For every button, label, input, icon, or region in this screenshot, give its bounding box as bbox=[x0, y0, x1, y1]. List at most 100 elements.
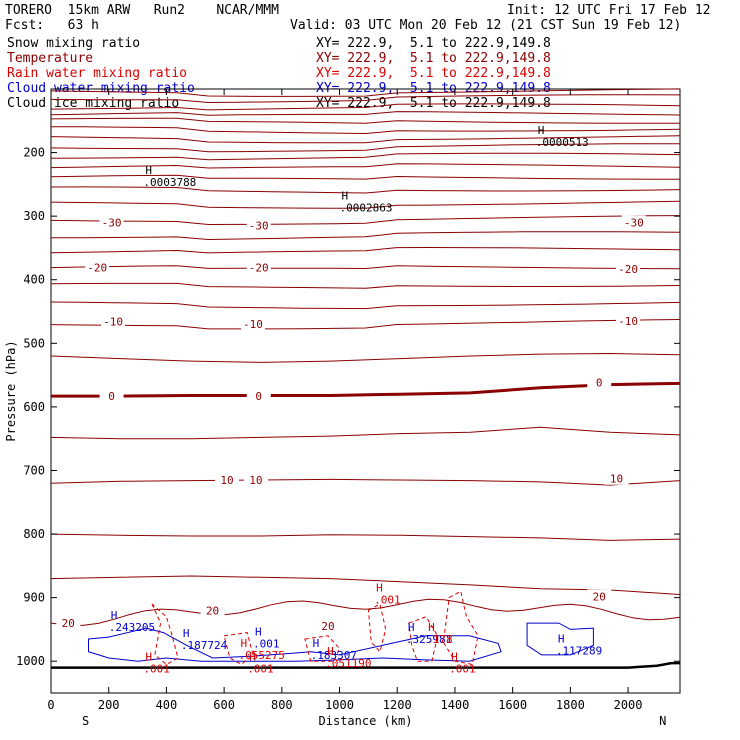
max-value-label: .183307 bbox=[311, 649, 357, 662]
y-tick-label: 300 bbox=[23, 209, 45, 223]
rain-water-contour bbox=[408, 616, 439, 662]
max-marker: H bbox=[313, 637, 320, 650]
field-section-coords: XY= 222.9, 5.1 to 222.9,149.8 bbox=[316, 66, 551, 81]
temperature-contour bbox=[50, 533, 681, 541]
max-marker: H bbox=[327, 645, 334, 658]
temperature-label-bg bbox=[246, 218, 271, 232]
temperature-label: -30 bbox=[624, 217, 644, 230]
max-marker: H bbox=[408, 621, 415, 634]
y-tick-label: 400 bbox=[23, 273, 45, 287]
x-tick-label: 600 bbox=[213, 698, 235, 712]
max-value-label: .001 bbox=[143, 662, 170, 675]
max-marker: H bbox=[255, 626, 262, 639]
x-tick-label: 1600 bbox=[498, 698, 527, 712]
temperature-label-bg bbox=[99, 389, 124, 403]
y-tick-label: 500 bbox=[23, 336, 45, 350]
temperature-contour bbox=[50, 94, 681, 104]
valid-time: Valid: 03 UTC Mon 20 Feb 12 (21 CST Sun … bbox=[290, 18, 682, 33]
field-name: Rain water mixing ratio bbox=[7, 66, 188, 81]
max-value-label: .001 bbox=[449, 662, 476, 675]
max-value-label: .243205 bbox=[109, 621, 155, 634]
plot-frame bbox=[50, 88, 681, 694]
temperature-contour bbox=[50, 246, 681, 254]
temperature-contour bbox=[50, 143, 680, 153]
temperature-label-bg bbox=[240, 317, 265, 331]
temperature-label-bg bbox=[246, 260, 271, 274]
max-value-label: .0002863 bbox=[340, 201, 393, 214]
forecast-hour: Fcst: 63 h bbox=[5, 18, 99, 33]
max-marker: H bbox=[111, 609, 118, 622]
temperature-label-bg bbox=[315, 619, 340, 633]
max-value-label: .187724 bbox=[181, 639, 228, 652]
x-tick-label: 1000 bbox=[325, 698, 354, 712]
temperature-contour bbox=[50, 200, 681, 209]
north-end-label: N bbox=[659, 714, 666, 728]
temperature-label: 10 bbox=[220, 474, 233, 487]
max-marker: H bbox=[558, 632, 565, 645]
zero-isotherm bbox=[51, 381, 681, 398]
temperature-contour bbox=[50, 152, 681, 161]
temperature-label: 20 bbox=[321, 620, 334, 633]
x-tick-label: 1800 bbox=[556, 698, 585, 712]
temperature-label: -20 bbox=[618, 263, 638, 276]
field-name: Snow mixing ratio bbox=[7, 36, 141, 51]
max-marker: H bbox=[538, 124, 545, 137]
max-value-label: .0000513 bbox=[536, 136, 589, 149]
max-value-label: .001 bbox=[247, 662, 274, 675]
temperature-contour bbox=[50, 265, 681, 270]
x-tick-label: 2000 bbox=[614, 698, 643, 712]
max-marker: H bbox=[183, 627, 190, 640]
temperature-label-bg bbox=[243, 473, 268, 487]
temperature-contour bbox=[50, 174, 680, 180]
temperature-label: 10 bbox=[610, 473, 623, 486]
temperature-label-bg bbox=[246, 389, 271, 403]
temperature-label-bg bbox=[621, 215, 646, 229]
temperature-contour bbox=[50, 598, 681, 626]
y-tick-label: 900 bbox=[23, 591, 45, 605]
temperature-label-bg bbox=[200, 603, 225, 617]
max-marker: H bbox=[249, 650, 256, 663]
rain-water-contour bbox=[223, 632, 254, 666]
temperature-label: 10 bbox=[249, 474, 262, 487]
max-value-label: .325981 bbox=[406, 633, 452, 646]
temperature-label: -20 bbox=[87, 262, 107, 275]
max-marker: H bbox=[451, 650, 458, 663]
x-tick-label: 1200 bbox=[383, 698, 412, 712]
temperature-label: 20 bbox=[206, 604, 219, 617]
temperature-label: -10 bbox=[243, 318, 263, 331]
max-marker: H bbox=[428, 621, 435, 634]
temperature-label-bg bbox=[587, 375, 612, 389]
temperature-label: -30 bbox=[249, 220, 269, 233]
max-marker: H bbox=[145, 164, 152, 177]
temperature-label: 20 bbox=[62, 617, 75, 630]
temperature-contour bbox=[50, 186, 681, 194]
temperature-label-bg bbox=[215, 473, 240, 487]
rain-water-contour bbox=[367, 603, 387, 653]
max-value-label: .117289 bbox=[556, 644, 602, 657]
max-value-label: .001 bbox=[374, 594, 401, 607]
max-value-label: .001 bbox=[253, 638, 280, 651]
x-tick-label: 800 bbox=[271, 698, 293, 712]
x-tick-label: 0 bbox=[47, 698, 54, 712]
temperature-contour bbox=[50, 135, 681, 144]
temperature-label: 20 bbox=[593, 590, 606, 603]
max-marker: H bbox=[145, 650, 152, 663]
temperature-contour bbox=[50, 117, 681, 124]
temperature-label: 0 bbox=[108, 390, 115, 403]
field-section-coords: XY= 222.9, 5.1 to 222.9,149.8 bbox=[316, 51, 551, 66]
temperature-label: -30 bbox=[102, 217, 122, 230]
max-value-label: .0003788 bbox=[143, 176, 196, 189]
x-tick-label: 400 bbox=[156, 698, 178, 712]
temperature-contour bbox=[50, 478, 681, 486]
temperature-contour bbox=[50, 426, 681, 440]
y-tick-label: 700 bbox=[23, 463, 45, 477]
cloud-water-contour bbox=[88, 627, 502, 662]
surface-line bbox=[51, 661, 680, 669]
y-tick-label: 600 bbox=[23, 400, 45, 414]
cloud-water-contour bbox=[526, 622, 594, 656]
max-value-label: .178 bbox=[426, 633, 453, 646]
rain-water-contour bbox=[151, 603, 179, 666]
temperature-label-bg bbox=[604, 471, 629, 485]
temperature-label: -10 bbox=[618, 315, 638, 328]
temperature-contour bbox=[50, 352, 681, 363]
